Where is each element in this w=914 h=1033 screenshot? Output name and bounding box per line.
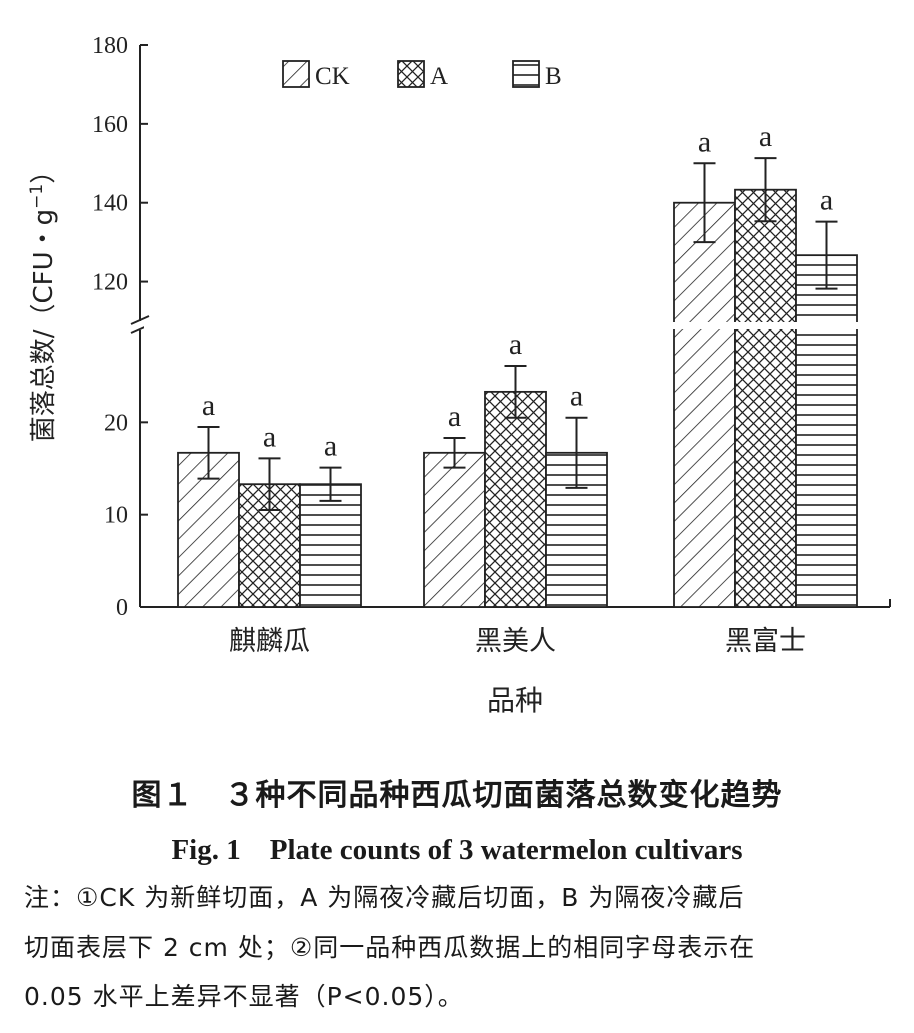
y-tick-label: 160 — [92, 112, 128, 138]
axes: 0 10 20 120 140 160 180 菌落总数/（CFU・g−1） 品种 麒麟瓜 黑美人 黑… — [27, 33, 891, 717]
significance-letter: a — [263, 420, 276, 453]
legend-label: A — [430, 63, 448, 90]
x-category-label: 黑富士 — [725, 626, 806, 657]
y-tick-label: 140 — [92, 191, 128, 217]
bar-chart: 0 10 20 120 140 160 180 菌落总数/（CFU・g−1） 品种 麒麟瓜 黑美人 黑… — [27, 33, 891, 717]
x-category-label: 麒麟瓜 — [229, 626, 310, 657]
note-line-3: 0.05 水平上差异不显著（P<0.05）。 — [24, 982, 464, 1011]
x-category-label: 黑美人 — [475, 626, 556, 657]
y-tick-label: 10 — [104, 503, 128, 529]
axis-break-gap — [144, 322, 888, 329]
legend: CK A B — [282, 60, 562, 90]
bar — [673, 201, 736, 608]
legend-swatch — [397, 60, 425, 88]
legend-label: B — [545, 63, 562, 90]
bar — [795, 254, 858, 608]
significance-letter: a — [698, 125, 711, 158]
figure-caption-cn: 图１ ３种不同品种西瓜切面菌落总数变化趋势 — [131, 778, 783, 813]
y-tick-label: 180 — [92, 33, 128, 59]
significance-letter: a — [509, 328, 522, 361]
significance-letter: a — [202, 389, 215, 422]
legend-label: CK — [315, 63, 350, 90]
significance-letter: a — [448, 400, 461, 433]
bar — [423, 451, 486, 608]
significance-letter: a — [820, 184, 833, 217]
bar — [484, 390, 547, 608]
bar — [299, 483, 362, 608]
bars: a a a a a a a a a — [144, 120, 888, 608]
note-line-1: 注：①CK 为新鲜切面，A 为隔夜冷藏后切面，B 为隔夜冷藏后 — [24, 883, 745, 912]
figure-caption-en: Fig. 1 Plate counts of 3 watermelon cult… — [171, 834, 743, 866]
legend-swatch — [282, 60, 310, 88]
significance-letter: a — [570, 380, 583, 413]
note-line-2: 切面表层下 2 cm 处；②同一品种西瓜数据上的相同字母表示在 — [24, 933, 756, 962]
axis-break-mark — [130, 315, 150, 325]
y-tick-label: 20 — [104, 410, 128, 436]
significance-letter: a — [759, 120, 772, 153]
y-tick-label: 0 — [116, 595, 128, 621]
significance-letter: a — [324, 430, 337, 463]
bar — [734, 188, 797, 608]
y-axis-label: 菌落总数/（CFU・g−1） — [27, 158, 59, 442]
y-tick-label: 120 — [92, 270, 128, 296]
x-axis-label: 品种 — [487, 684, 543, 717]
legend-swatch — [512, 60, 540, 88]
